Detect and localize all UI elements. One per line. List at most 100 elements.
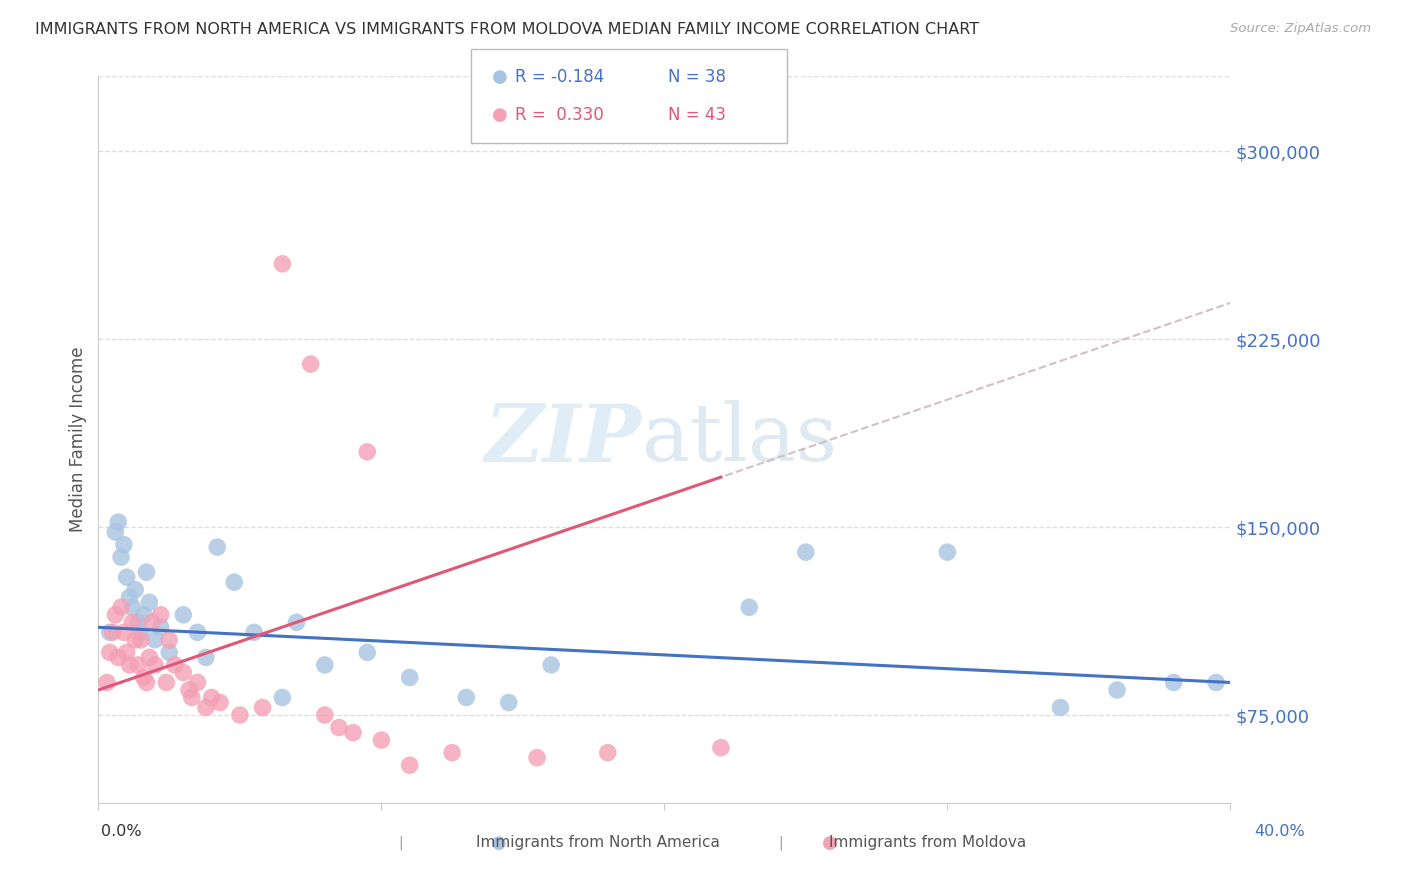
Point — [104, 607, 127, 622]
Point — [163, 657, 186, 672]
Point — [124, 632, 146, 647]
Point — [180, 690, 202, 705]
Point — [157, 645, 180, 659]
Point — [112, 625, 135, 640]
Point — [229, 708, 252, 723]
Point — [285, 615, 308, 630]
Text: 0.0%: 0.0% — [101, 824, 142, 838]
Point — [252, 700, 274, 714]
Point — [526, 750, 548, 764]
Point — [135, 565, 157, 579]
Point — [118, 591, 141, 605]
Point — [328, 721, 350, 735]
Text: atlas: atlas — [641, 401, 837, 478]
Point — [356, 445, 378, 459]
Point — [132, 670, 155, 684]
Point — [98, 625, 121, 640]
Point — [101, 625, 124, 640]
Text: ●: ● — [492, 69, 508, 87]
Point — [129, 625, 152, 640]
Point — [441, 746, 464, 760]
Point — [96, 675, 118, 690]
Text: |: | — [778, 836, 783, 850]
Point — [98, 645, 121, 659]
Point — [209, 696, 232, 710]
Point — [155, 675, 177, 690]
Point — [110, 550, 132, 565]
Point — [794, 545, 817, 559]
Point — [177, 683, 200, 698]
Text: ●: ● — [821, 834, 838, 852]
Text: ●: ● — [491, 834, 508, 852]
Point — [224, 575, 246, 590]
Point — [271, 690, 294, 705]
Point — [356, 645, 378, 659]
Point — [207, 540, 229, 554]
Point — [141, 615, 163, 630]
Point — [194, 650, 217, 665]
Text: N = 43: N = 43 — [668, 105, 725, 123]
Point — [342, 725, 364, 739]
Point — [596, 746, 619, 760]
Point — [243, 625, 266, 640]
Point — [299, 357, 322, 371]
Point — [138, 595, 160, 609]
Point — [498, 696, 520, 710]
Text: Immigrants from Moldova: Immigrants from Moldova — [830, 836, 1026, 850]
Text: ●: ● — [492, 105, 508, 123]
Text: IMMIGRANTS FROM NORTH AMERICA VS IMMIGRANTS FROM MOLDOVA MEDIAN FAMILY INCOME CO: IMMIGRANTS FROM NORTH AMERICA VS IMMIGRA… — [35, 22, 979, 37]
Point — [110, 600, 132, 615]
Point — [540, 657, 562, 672]
Point — [398, 758, 420, 772]
Point — [157, 632, 180, 647]
Text: Source: ZipAtlas.com: Source: ZipAtlas.com — [1230, 22, 1371, 36]
Point — [129, 632, 152, 647]
Point — [172, 607, 194, 622]
Point — [738, 600, 761, 615]
Text: |: | — [398, 836, 404, 850]
Point — [936, 545, 959, 559]
Point — [124, 582, 146, 597]
Point — [112, 538, 135, 552]
Point — [104, 524, 127, 539]
Point — [314, 657, 336, 672]
Point — [201, 690, 224, 705]
Point — [1163, 675, 1185, 690]
Point — [149, 607, 172, 622]
Point — [1107, 683, 1129, 698]
Text: N = 38: N = 38 — [668, 69, 725, 87]
Point — [271, 257, 294, 271]
Text: ZIP: ZIP — [485, 401, 641, 478]
Point — [186, 675, 208, 690]
Point — [127, 657, 149, 672]
Text: R = -0.184: R = -0.184 — [515, 69, 603, 87]
Point — [118, 657, 141, 672]
Point — [398, 670, 420, 684]
Text: 40.0%: 40.0% — [1254, 824, 1305, 838]
Point — [370, 733, 392, 747]
Point — [115, 570, 138, 584]
Point — [138, 650, 160, 665]
Point — [172, 665, 194, 680]
Point — [121, 615, 143, 630]
Point — [135, 675, 157, 690]
Point — [132, 607, 155, 622]
Point — [127, 615, 149, 630]
Point — [107, 650, 129, 665]
Point — [186, 625, 208, 640]
Point — [456, 690, 478, 705]
Point — [314, 708, 336, 723]
Point — [143, 632, 166, 647]
Point — [194, 700, 217, 714]
Point — [1205, 675, 1227, 690]
Point — [115, 645, 138, 659]
Point — [107, 515, 129, 529]
Point — [149, 620, 172, 634]
Y-axis label: Median Family Income: Median Family Income — [69, 347, 87, 532]
Point — [710, 740, 733, 755]
Point — [121, 600, 143, 615]
Point — [143, 657, 166, 672]
Point — [1049, 700, 1071, 714]
Text: Immigrants from North America: Immigrants from North America — [475, 836, 720, 850]
Text: R =  0.330: R = 0.330 — [515, 105, 603, 123]
